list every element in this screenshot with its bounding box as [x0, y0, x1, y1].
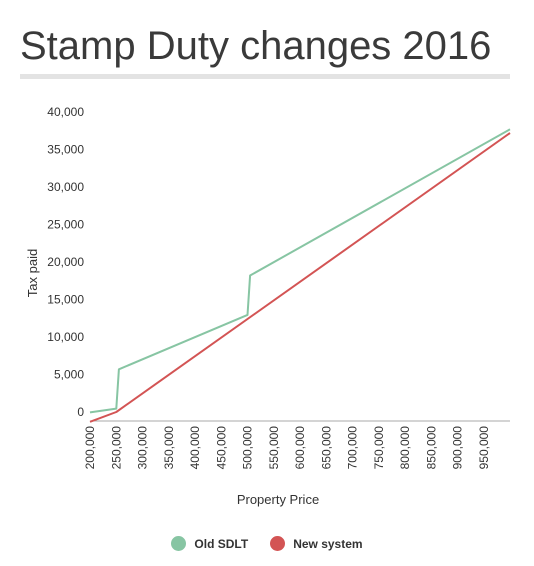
legend-swatch: [270, 536, 286, 551]
y-tick-label: 30,000: [47, 180, 84, 194]
x-tick-label: 450,000: [214, 426, 228, 470]
title-underline: [20, 74, 510, 79]
series-lines: [89, 128, 511, 423]
x-tick-label: 350,000: [162, 426, 176, 470]
y-tick-label: 0: [77, 405, 84, 419]
y-axis-label: Tax paid: [25, 249, 40, 297]
x-tick-label: 850,000: [424, 426, 438, 470]
y-tick-label: 15,000: [47, 293, 84, 307]
x-tick-label: 600,000: [293, 426, 307, 470]
page-title: Stamp Duty changes 2016: [20, 24, 492, 68]
legend-label: New system: [293, 536, 363, 551]
x-tick-label: 800,000: [398, 426, 412, 470]
legend: Old SDLT New system: [0, 536, 534, 551]
x-tick-label: 700,000: [346, 426, 360, 470]
line-chart: 0 5,000 10,000 15,000 20,000 25,000 30,000 35,0…: [25, 105, 511, 507]
x-tick-label: 750,000: [372, 426, 386, 470]
x-tick-label: 900,000: [451, 426, 465, 470]
x-tick-label: 400,000: [188, 426, 202, 470]
y-tick-label: 5,000: [54, 368, 84, 382]
y-tick-label: 20,000: [47, 255, 84, 269]
x-tick-label: 250,000: [109, 426, 123, 470]
legend-item[interactable]: Old SDLT: [171, 536, 248, 551]
x-tick-label: 200,000: [83, 426, 97, 470]
x-tick-label: 300,000: [136, 426, 150, 470]
y-tick-label: 40,000: [47, 105, 84, 119]
y-tick-label: 25,000: [47, 218, 84, 232]
series-line-old-sdlt: [89, 128, 511, 414]
legend-swatch: [171, 536, 187, 551]
x-tick-label: 500,000: [241, 426, 255, 470]
y-tick-label: 35,000: [47, 143, 84, 157]
x-tick-label: 950,000: [477, 426, 491, 470]
legend-label: Old SDLT: [194, 536, 249, 551]
x-axis-label: Property Price: [237, 492, 319, 507]
x-axis-ticks: 200,000 250,000 300,000 350,000 400,000 450,0…: [83, 426, 491, 470]
series-line-new-system: [89, 132, 511, 423]
legend-item[interactable]: New system: [270, 536, 363, 551]
y-axis-ticks: 0 5,000 10,000 15,000 20,000 25,000 30,000 35,0…: [47, 105, 84, 419]
x-tick-label: 550,000: [267, 426, 281, 470]
y-tick-label: 10,000: [47, 330, 84, 344]
x-tick-label: 650,000: [319, 426, 333, 470]
